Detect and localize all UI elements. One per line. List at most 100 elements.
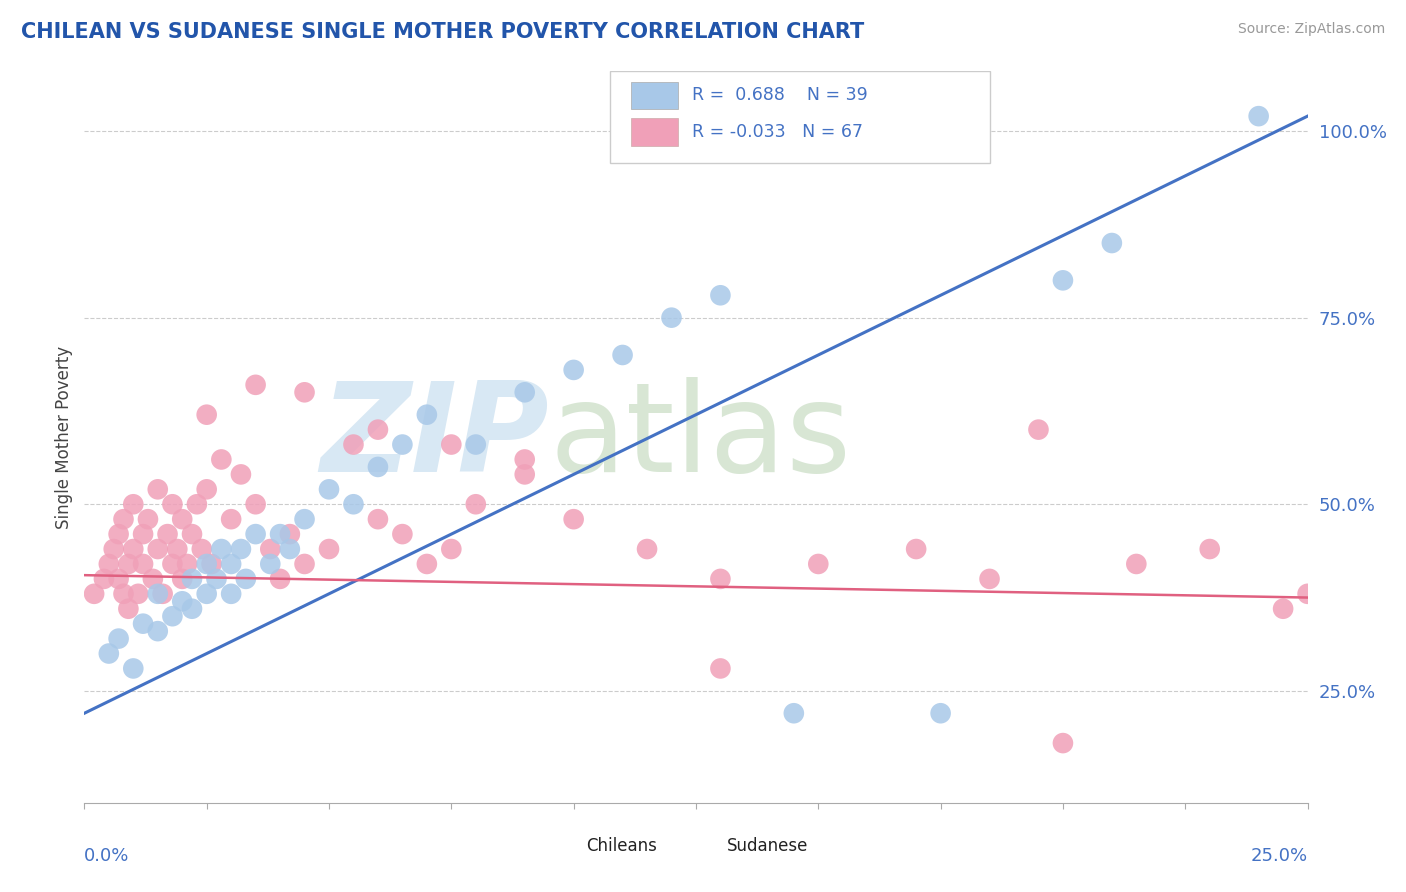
Point	[132, 557, 155, 571]
Point	[122, 497, 145, 511]
Text: Chileans: Chileans	[586, 837, 657, 855]
Point	[103, 542, 125, 557]
FancyBboxPatch shape	[550, 834, 576, 858]
Point	[181, 572, 204, 586]
Point	[136, 512, 159, 526]
Point	[146, 587, 169, 601]
Point	[278, 527, 301, 541]
Point	[783, 706, 806, 721]
Point	[1125, 557, 1147, 571]
Point	[709, 661, 731, 675]
Point	[245, 377, 267, 392]
Point	[127, 587, 149, 601]
Text: ZIP: ZIP	[321, 376, 550, 498]
Point	[1052, 273, 1074, 287]
Point	[132, 616, 155, 631]
Point	[142, 572, 165, 586]
Point	[929, 706, 952, 721]
Point	[219, 557, 242, 571]
Point	[209, 542, 232, 557]
Point	[1247, 109, 1270, 123]
Point	[117, 601, 139, 615]
Point	[162, 609, 184, 624]
Point	[172, 572, 194, 586]
Point	[259, 542, 281, 557]
Point	[342, 497, 364, 511]
Text: 0.0%: 0.0%	[84, 847, 129, 864]
Point	[367, 512, 389, 526]
Text: R = -0.033   N = 67: R = -0.033 N = 67	[692, 123, 863, 141]
Point	[245, 497, 267, 511]
Point	[200, 557, 222, 571]
Point	[107, 632, 129, 646]
FancyBboxPatch shape	[610, 71, 990, 163]
FancyBboxPatch shape	[631, 81, 678, 110]
Text: R =  0.688    N = 39: R = 0.688 N = 39	[692, 87, 868, 104]
Point	[235, 572, 257, 586]
FancyBboxPatch shape	[690, 834, 717, 858]
Point	[152, 587, 174, 601]
Point	[464, 437, 486, 451]
Point	[181, 527, 204, 541]
Point	[709, 288, 731, 302]
Point	[186, 497, 208, 511]
Point	[1272, 601, 1295, 615]
Text: atlas: atlas	[550, 376, 851, 498]
Point	[464, 497, 486, 511]
Point	[181, 601, 204, 615]
Point	[1101, 235, 1123, 250]
Point	[195, 587, 218, 601]
Point	[294, 512, 316, 526]
Point	[172, 512, 194, 526]
Point	[416, 557, 439, 571]
Point	[162, 557, 184, 571]
Point	[269, 527, 291, 541]
Point	[440, 542, 463, 557]
Point	[229, 542, 252, 557]
Point	[93, 572, 115, 586]
Point	[318, 542, 340, 557]
Point	[979, 572, 1001, 586]
Point	[195, 483, 218, 497]
Point	[636, 542, 658, 557]
Point	[807, 557, 830, 571]
Point	[367, 459, 389, 474]
Point	[195, 557, 218, 571]
Point	[132, 527, 155, 541]
Y-axis label: Single Mother Poverty: Single Mother Poverty	[55, 345, 73, 529]
Point	[269, 572, 291, 586]
Point	[191, 542, 214, 557]
Point	[112, 512, 135, 526]
Point	[709, 572, 731, 586]
Text: 25.0%: 25.0%	[1250, 847, 1308, 864]
Point	[117, 557, 139, 571]
Text: Sudanese: Sudanese	[727, 837, 808, 855]
Point	[416, 408, 439, 422]
Point	[1198, 542, 1220, 557]
Point	[513, 452, 536, 467]
Point	[1052, 736, 1074, 750]
Point	[513, 385, 536, 400]
Point	[391, 437, 413, 451]
Point	[612, 348, 634, 362]
Point	[562, 512, 585, 526]
Point	[146, 542, 169, 557]
Text: CHILEAN VS SUDANESE SINGLE MOTHER POVERTY CORRELATION CHART: CHILEAN VS SUDANESE SINGLE MOTHER POVERT…	[21, 22, 865, 42]
Point	[172, 594, 194, 608]
Point	[367, 423, 389, 437]
Point	[205, 572, 228, 586]
Point	[391, 527, 413, 541]
Point	[342, 437, 364, 451]
Point	[1028, 423, 1050, 437]
Point	[156, 527, 179, 541]
Point	[440, 437, 463, 451]
Point	[209, 452, 232, 467]
Point	[122, 661, 145, 675]
Text: Source: ZipAtlas.com: Source: ZipAtlas.com	[1237, 22, 1385, 37]
Point	[294, 557, 316, 571]
Point	[219, 512, 242, 526]
Point	[562, 363, 585, 377]
Point	[112, 587, 135, 601]
FancyBboxPatch shape	[631, 118, 678, 146]
Point	[146, 483, 169, 497]
